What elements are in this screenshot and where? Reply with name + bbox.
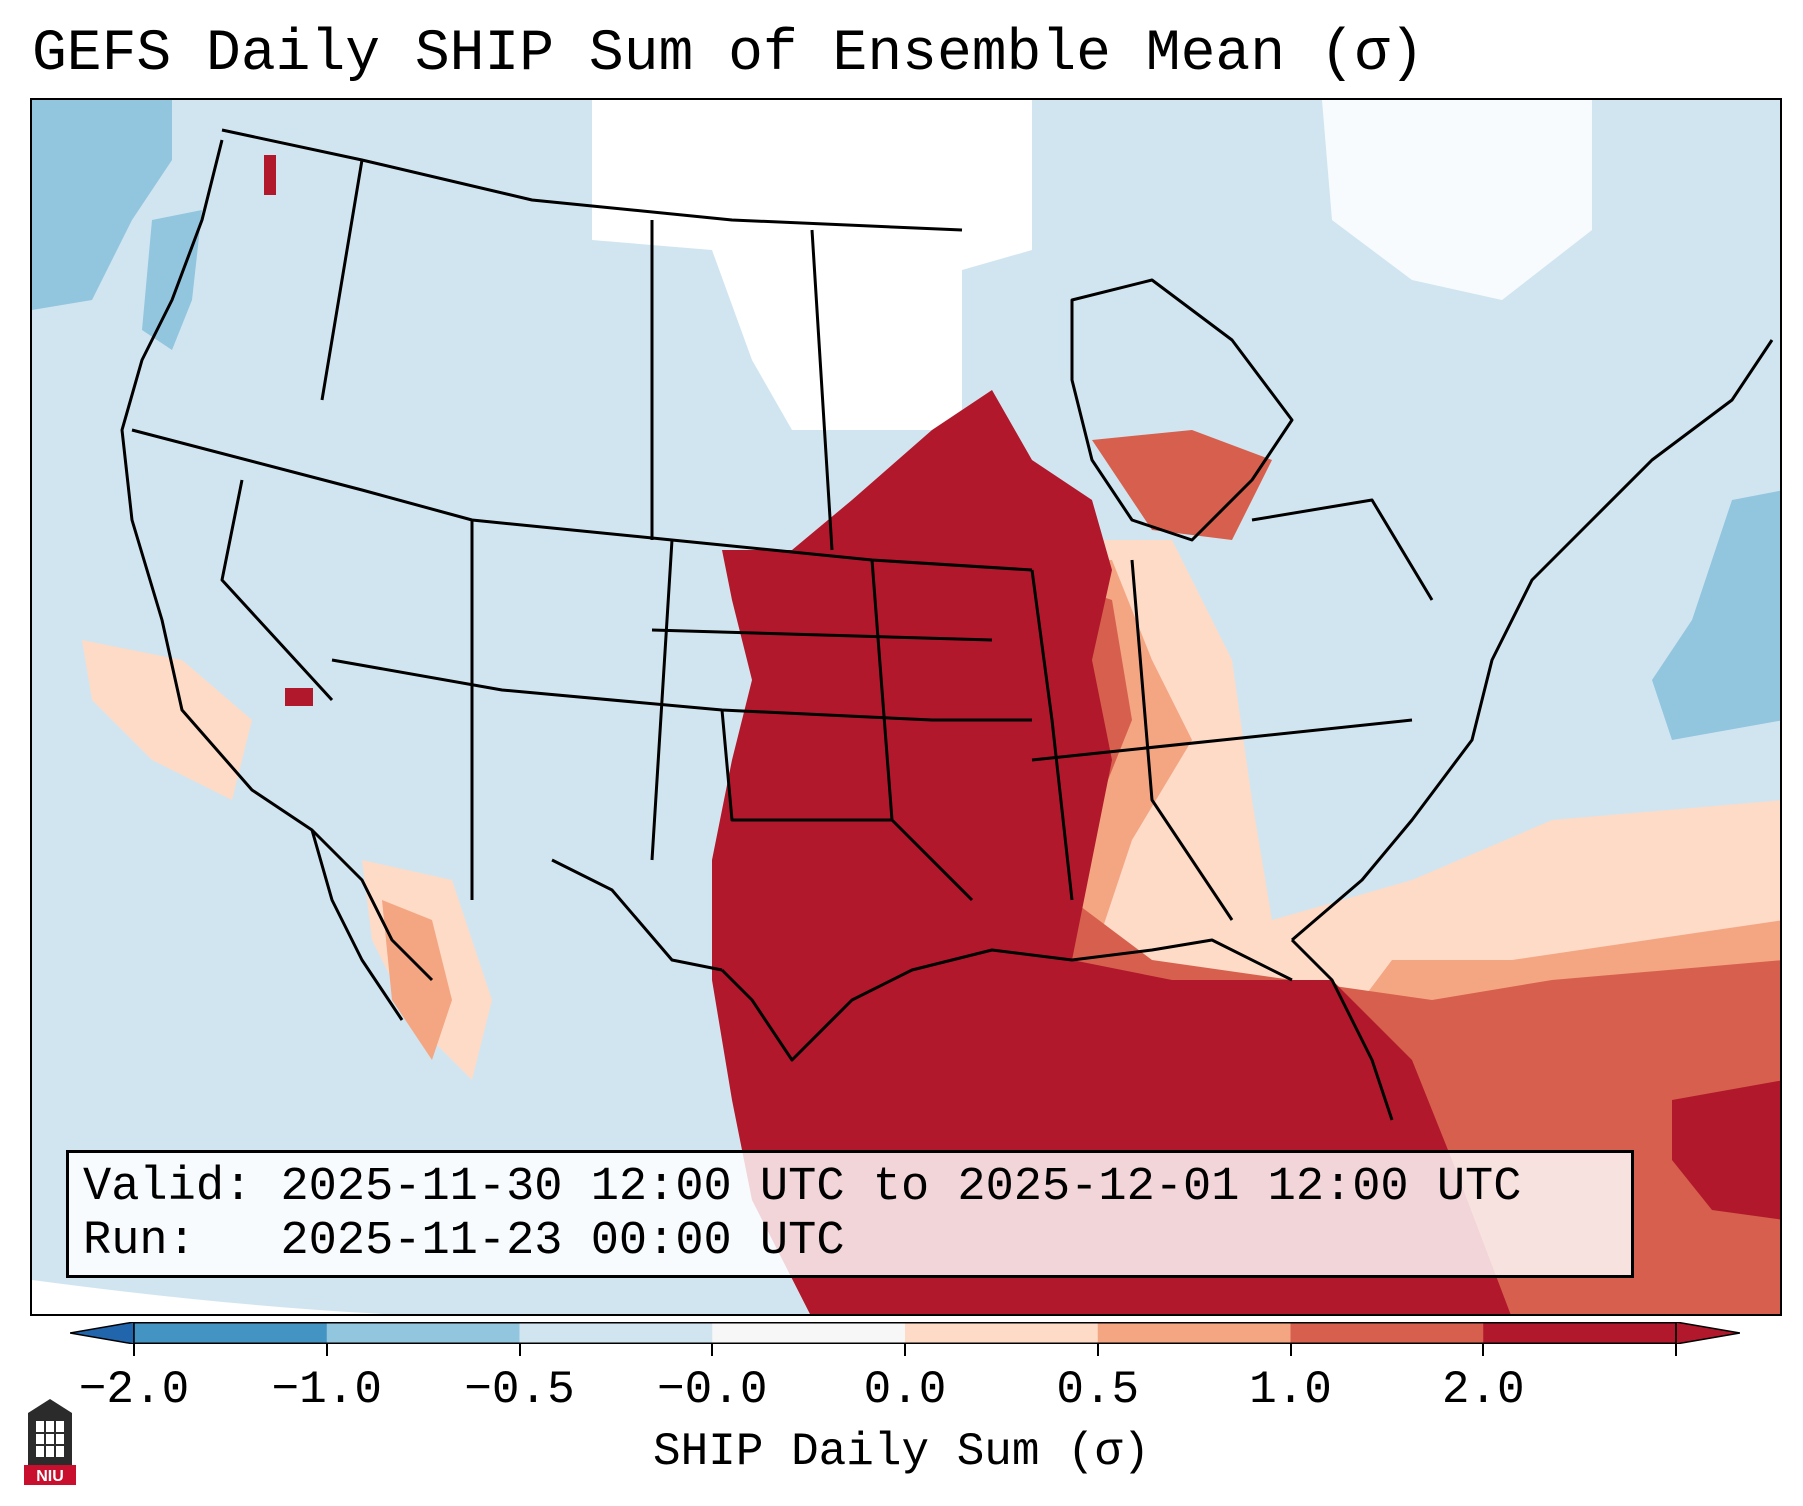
colorbar-tick [1289,1344,1292,1356]
colorbar-tick [711,1344,714,1356]
extreme-positive-core [712,390,1511,1314]
near-zero-region-northeast [1322,100,1592,300]
colorbar-tick [518,1344,521,1356]
colorbar-tick-label: −2.0 [78,1364,190,1416]
extreme-positive-caribbean [1672,1080,1780,1220]
colorbar-tick [1482,1344,1485,1356]
colorbar-extend-high [1675,1322,1740,1344]
colorbar-tick [1675,1344,1677,1356]
logo-text: NIU [36,1468,64,1485]
state-line-9 [1130,559,1234,921]
state-line-11 [220,479,334,702]
colorbar-tick [1096,1344,1099,1356]
map-canvas [32,100,1780,1314]
strong-positive-region-midwest [1092,430,1272,540]
state-line-4 [650,539,674,861]
east-coast [1291,339,1774,942]
state-line-1 [131,428,1033,572]
near-zero-region-bottom-left [32,1280,384,1314]
boundary-lines [120,128,1774,1121]
run-label: Run: [83,1215,196,1268]
colorbar-tick-label: −1.0 [271,1364,382,1416]
state-line-6 [1030,569,1074,901]
state-line-14 [810,229,834,551]
texas-mexico-border [551,858,723,972]
state-line-12 [320,159,364,401]
colorbar-segment [326,1322,520,1344]
valid-row: Valid: 2025-11-30 12:00 UTC to 2025-12-0… [83,1161,1617,1215]
near-zero-region-north [592,100,1032,430]
west-coast [120,139,434,982]
run-value: 2025-11-23 00:00 UTC [280,1215,845,1268]
state-line-7 [651,628,993,642]
state-line-8 [720,709,892,822]
colorbar [70,1322,1740,1344]
colorbar-segment [519,1322,713,1344]
gulf-coast [720,938,1293,1062]
colorbar-ticks: −2.0 −1.0 −0.5 −0.0 0.0 0.5 1.0 2.0 [0,1344,1803,1416]
colorbar-tick [904,1344,906,1356]
colorbar-segment [712,1322,906,1344]
colorbar-segment [1097,1322,1291,1344]
colorbar-label: SHIP Daily Sum (σ) [653,1426,1150,1478]
great-lakes-outline [1070,278,1294,542]
colorbar-tick-label: 2.0 [1441,1364,1525,1416]
colorbar-segment [134,1322,328,1344]
run-row: Run: 2025-11-23 00:00 UTC [83,1215,1617,1269]
state-line-15 [1251,498,1434,601]
valid-label: Valid: [83,1161,253,1214]
weak-positive-region-southwest [82,640,252,800]
colorbar-tick-label: 1.0 [1249,1364,1332,1416]
colorbar-segment [1290,1322,1484,1344]
chart-title: GEFS Daily SHIP Sum of Ensemble Mean (σ) [32,22,1425,87]
valid-value: 2025-11-30 12:00 UTC to 2025-12-01 12:00… [280,1161,1522,1214]
extreme-positive-nevada [285,688,313,706]
negative-anomaly-atlantic [1652,490,1780,740]
colorbar-tick-label: 0.5 [1056,1364,1140,1416]
baja-peninsula [310,829,404,1021]
extreme-positive-washington [264,155,276,195]
map-panel [30,98,1782,1316]
niu-logo: NIU [24,1399,76,1485]
negative-anomaly-west-coast [142,210,202,350]
colorbar-outline [133,1322,1677,1344]
colorbar-tick-label: 0.0 [863,1364,947,1416]
state-line-10 [1031,718,1413,762]
colorbar-tick-label: −0.0 [657,1364,768,1416]
validity-info-box: Valid: 2025-11-30 12:00 UTC to 2025-12-0… [66,1150,1634,1278]
colorbar-tick [325,1344,328,1356]
colorbar-segment [1483,1322,1677,1344]
moderate-positive-region-baja [382,900,452,1060]
colorbar-tick-label: −0.5 [464,1364,575,1416]
negative-anomaly-northwest [32,100,172,310]
colorbar-segment [905,1322,1099,1344]
florida-peninsula [1290,938,1394,1121]
colorbar-tick [133,1344,135,1356]
canada-us-border [221,128,963,232]
colorbar-extend-low [70,1322,135,1344]
